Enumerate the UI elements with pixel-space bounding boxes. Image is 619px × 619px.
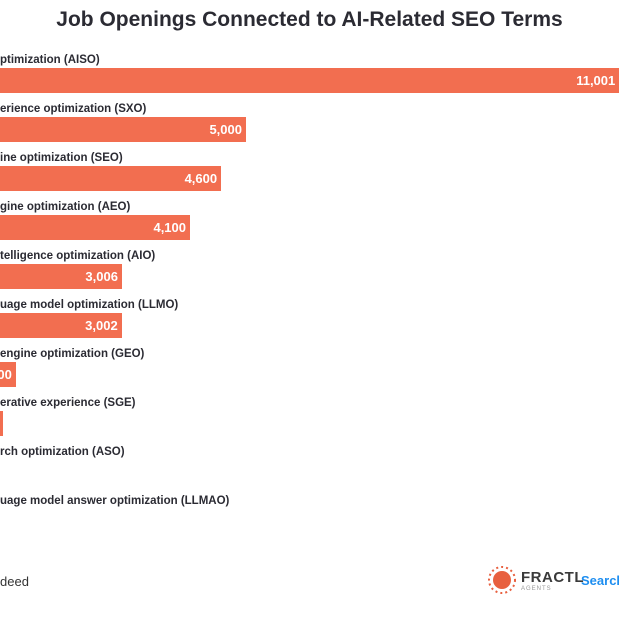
fractl-sub: AGENTS [521,585,552,592]
value-label: 00 [0,367,12,382]
value-label: 4,100 [153,220,187,235]
bar [0,117,246,142]
category-label: erience optimization (SXO) [0,103,147,115]
category-label: telligence optimization (AIO) [0,250,156,262]
value-label: 3,006 [85,269,118,284]
category-label: uage model answer optimization (LLMAO) [0,495,230,507]
category-label: uage model optimization (LLMO) [0,299,179,311]
bar-chart: ptimization (AISO) 11,001 erience optimiza… [0,54,619,507]
value-label: 11,001 [576,73,616,88]
category-label: ptimization (AISO) [0,54,100,66]
bar [0,411,4,436]
category-label: engine optimization (GEO) [0,348,145,360]
bar [0,362,16,387]
source-note: deed [0,574,29,589]
bar [0,68,619,93]
fractl-logo: FRACTL AGENTS [487,565,584,595]
value-label: 3,002 [85,318,118,333]
bar [0,264,122,289]
search-engine-logo: Search E [581,573,619,588]
value-label: 5,000 [209,122,242,137]
category-label: gine optimization (AEO) [0,201,131,213]
category-label: rch optimization (ASO) [0,446,125,458]
bar [0,313,122,338]
bar [0,215,191,240]
bar [0,166,222,191]
category-label: erative experience (SGE) [0,397,136,409]
fractl-wordmark: FRACTL [521,568,584,586]
category-label: ine optimization (SEO) [0,152,123,164]
fractl-sun-icon [488,566,516,594]
chart-title: Job Openings Connected to AI-Related SEO… [56,8,563,31]
value-label: 4,600 [184,171,218,186]
